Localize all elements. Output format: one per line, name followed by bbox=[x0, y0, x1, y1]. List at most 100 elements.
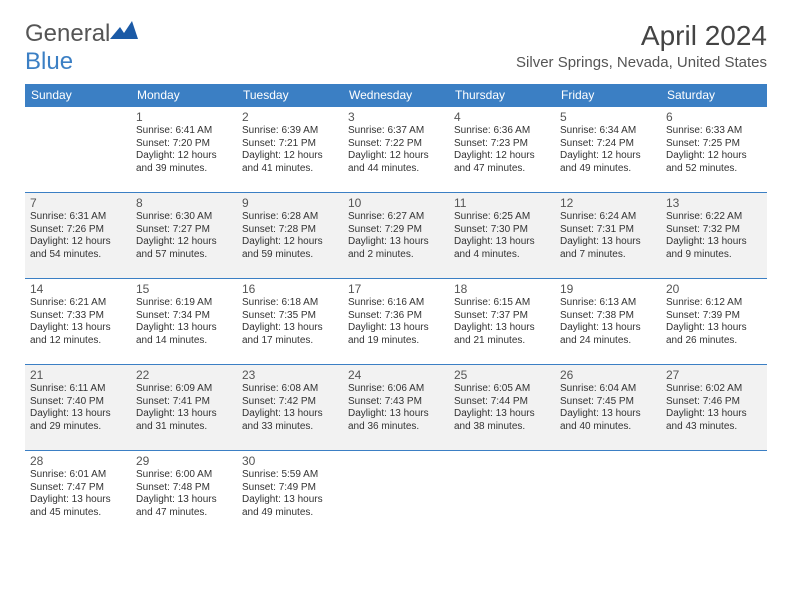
daylight-text: Daylight: 13 hours and 24 minutes. bbox=[560, 322, 656, 347]
day-number: 10 bbox=[348, 196, 444, 210]
week-row: 28Sunrise: 6:01 AMSunset: 7:47 PM Dayligh… bbox=[25, 451, 767, 537]
week-row: 14Sunrise: 6:21 AMSunset: 7:33 PMDayligh… bbox=[25, 279, 767, 365]
day-number: 26 bbox=[560, 368, 656, 382]
day-number: 28 bbox=[30, 454, 126, 468]
day-cell bbox=[449, 451, 555, 537]
day-cell: 15Sunrise: 6:19 AMSunset: 7:34 PMDayligh… bbox=[131, 279, 237, 365]
day-number: 18 bbox=[454, 282, 550, 296]
sunset-text: Sunset: 7:43 PM bbox=[348, 396, 444, 409]
logo: General Blue bbox=[25, 20, 138, 76]
daylight-text: Daylight: 13 hours and 9 minutes. bbox=[666, 236, 762, 261]
daylight-text: Daylight: 13 hours and 19 minutes. bbox=[348, 322, 444, 347]
sunrise-text: Sunrise: 6:33 AM bbox=[666, 125, 762, 138]
sunrise-text: Sunrise: 5:59 AM bbox=[242, 469, 338, 482]
day-cell: 12Sunrise: 6:24 AMSunset: 7:31 PMDayligh… bbox=[555, 193, 661, 279]
daylight-text: Daylight: 12 hours and 47 minutes. bbox=[454, 150, 550, 175]
day-cell: 18Sunrise: 6:15 AMSunset: 7:37 PMDayligh… bbox=[449, 279, 555, 365]
day-cell: 2Sunrise: 6:39 AMSunset: 7:21 PMDaylight… bbox=[237, 107, 343, 193]
daylight-text: Daylight: 13 hours and 21 minutes. bbox=[454, 322, 550, 347]
daylight-text: Daylight: 12 hours and 54 minutes. bbox=[30, 236, 126, 261]
day-cell: 3Sunrise: 6:37 AMSunset: 7:22 PMDaylight… bbox=[343, 107, 449, 193]
sunrise-text: Sunrise: 6:24 AM bbox=[560, 211, 656, 224]
day-number: 9 bbox=[242, 196, 338, 210]
day-header: Friday bbox=[555, 84, 661, 107]
day-number: 23 bbox=[242, 368, 338, 382]
day-number: 12 bbox=[560, 196, 656, 210]
day-cell: 10Sunrise: 6:27 AMSunset: 7:29 PMDayligh… bbox=[343, 193, 449, 279]
daylight-text: Daylight: 13 hours and 49 minutes. bbox=[242, 494, 338, 519]
day-number: 20 bbox=[666, 282, 762, 296]
daylight-text: Daylight: 13 hours and 26 minutes. bbox=[666, 322, 762, 347]
day-number: 6 bbox=[666, 110, 762, 124]
daylight-text: Daylight: 13 hours and 2 minutes. bbox=[348, 236, 444, 261]
day-header: Sunday bbox=[25, 84, 131, 107]
daylight-text: Daylight: 12 hours and 52 minutes. bbox=[666, 150, 762, 175]
sunrise-text: Sunrise: 6:08 AM bbox=[242, 383, 338, 396]
sunrise-text: Sunrise: 6:02 AM bbox=[666, 383, 762, 396]
sunrise-text: Sunrise: 6:01 AM bbox=[30, 469, 126, 482]
day-number: 2 bbox=[242, 110, 338, 124]
sunrise-text: Sunrise: 6:00 AM bbox=[136, 469, 232, 482]
day-number: 15 bbox=[136, 282, 232, 296]
sunrise-text: Sunrise: 6:31 AM bbox=[30, 211, 126, 224]
day-number: 29 bbox=[136, 454, 232, 468]
day-cell: 4Sunrise: 6:36 AMSunset: 7:23 PMDaylight… bbox=[449, 107, 555, 193]
day-cell: 16Sunrise: 6:18 AMSunset: 7:35 PMDayligh… bbox=[237, 279, 343, 365]
sunset-text: Sunset: 7:45 PM bbox=[560, 396, 656, 409]
day-cell: 5Sunrise: 6:34 AMSunset: 7:24 PMDaylight… bbox=[555, 107, 661, 193]
daylight-text: Daylight: 13 hours and 40 minutes. bbox=[560, 408, 656, 433]
month-title: April 2024 bbox=[516, 20, 767, 52]
sunset-text: Sunset: 7:47 PM bbox=[30, 482, 126, 495]
day-number: 25 bbox=[454, 368, 550, 382]
daylight-text: Daylight: 13 hours and 12 minutes. bbox=[30, 322, 126, 347]
sunrise-text: Sunrise: 6:21 AM bbox=[30, 297, 126, 310]
sunset-text: Sunset: 7:24 PM bbox=[560, 138, 656, 151]
sunrise-text: Sunrise: 6:34 AM bbox=[560, 125, 656, 138]
day-number: 22 bbox=[136, 368, 232, 382]
sunset-text: Sunset: 7:39 PM bbox=[666, 310, 762, 323]
sunrise-text: Sunrise: 6:27 AM bbox=[348, 211, 444, 224]
daylight-text: Daylight: 12 hours and 59 minutes. bbox=[242, 236, 338, 261]
daylight-text: Daylight: 13 hours and 43 minutes. bbox=[666, 408, 762, 433]
sunset-text: Sunset: 7:32 PM bbox=[666, 224, 762, 237]
sunset-text: Sunset: 7:28 PM bbox=[242, 224, 338, 237]
day-header: Wednesday bbox=[343, 84, 449, 107]
day-cell: 29Sunrise: 6:00 AMSunset: 7:48 PMDayligh… bbox=[131, 451, 237, 537]
day-number: 24 bbox=[348, 368, 444, 382]
sunset-text: Sunset: 7:35 PM bbox=[242, 310, 338, 323]
day-number: 17 bbox=[348, 282, 444, 296]
sunset-text: Sunset: 7:31 PM bbox=[560, 224, 656, 237]
day-cell: 1Sunrise: 6:41 AMSunset: 7:20 PMDaylight… bbox=[131, 107, 237, 193]
sunrise-text: Sunrise: 6:41 AM bbox=[136, 125, 232, 138]
day-cell bbox=[343, 451, 449, 537]
daylight-text: Daylight: 13 hours and 47 minutes. bbox=[136, 494, 232, 519]
sunset-text: Sunset: 7:29 PM bbox=[348, 224, 444, 237]
sunset-text: Sunset: 7:48 PM bbox=[136, 482, 232, 495]
sunset-text: Sunset: 7:36 PM bbox=[348, 310, 444, 323]
title-block: April 2024 Silver Springs, Nevada, Unite… bbox=[516, 20, 767, 71]
daylight-text: Daylight: 13 hours and 4 minutes. bbox=[454, 236, 550, 261]
daylight-text: Daylight: 12 hours and 41 minutes. bbox=[242, 150, 338, 175]
day-cell: 30Sunrise: 5:59 AMSunset: 7:49 PMDayligh… bbox=[237, 451, 343, 537]
sunset-text: Sunset: 7:44 PM bbox=[454, 396, 550, 409]
sunset-text: Sunset: 7:38 PM bbox=[560, 310, 656, 323]
day-header: Thursday bbox=[449, 84, 555, 107]
sunset-text: Sunset: 7:34 PM bbox=[136, 310, 232, 323]
day-number: 27 bbox=[666, 368, 762, 382]
daylight-text: Daylight: 13 hours and 29 minutes. bbox=[30, 408, 126, 433]
day-cell: 28Sunrise: 6:01 AMSunset: 7:47 PMDayligh… bbox=[25, 451, 131, 537]
day-cell: 22Sunrise: 6:09 AMSunset: 7:41 PMDayligh… bbox=[131, 365, 237, 451]
logo-text-blue: Blue bbox=[25, 48, 73, 75]
sunrise-text: Sunrise: 6:37 AM bbox=[348, 125, 444, 138]
sunset-text: Sunset: 7:26 PM bbox=[30, 224, 126, 237]
sunset-text: Sunset: 7:40 PM bbox=[30, 396, 126, 409]
daylight-text: Daylight: 13 hours and 17 minutes. bbox=[242, 322, 338, 347]
day-cell bbox=[661, 451, 767, 537]
sunset-text: Sunset: 7:22 PM bbox=[348, 138, 444, 151]
day-number: 30 bbox=[242, 454, 338, 468]
logo-text: General Blue bbox=[25, 20, 138, 76]
sunrise-text: Sunrise: 6:06 AM bbox=[348, 383, 444, 396]
daylight-text: Daylight: 12 hours and 49 minutes. bbox=[560, 150, 656, 175]
day-number: 5 bbox=[560, 110, 656, 124]
week-row: 1Sunrise: 6:41 AMSunset: 7:20 PMDaylight… bbox=[25, 107, 767, 193]
